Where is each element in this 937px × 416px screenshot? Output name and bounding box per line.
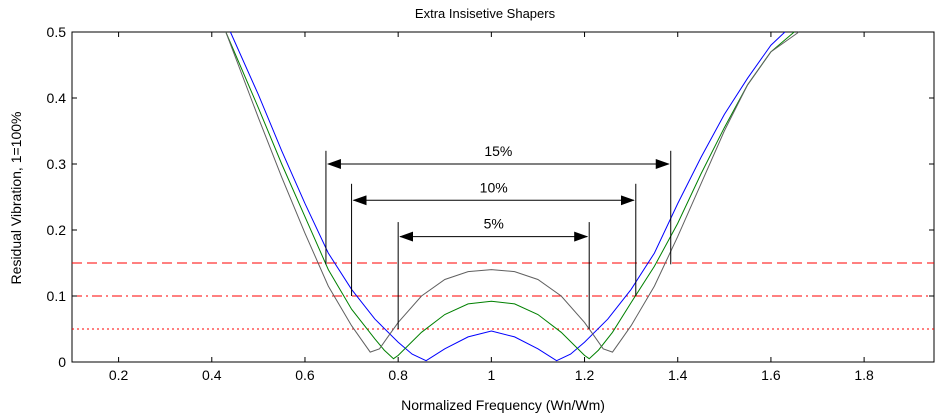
x-tick-label: 0.8 [388, 367, 408, 383]
series-line-1 [229, 31, 786, 362]
x-tick-label: 0.2 [109, 367, 129, 383]
x-axis: 0.2 0.4 0.6 0.8 1 1.2 1.4 1.6 1.8 [109, 32, 874, 383]
annotation-layer: 15% 10% 5% [325, 143, 672, 329]
y-tick-label: 0.3 [47, 156, 67, 172]
series-layer [225, 31, 800, 362]
series-line-3 [225, 31, 800, 353]
bandwidth-label: 5% [484, 216, 504, 232]
y-tick-label: 0.2 [47, 222, 67, 238]
y-tick-label: 0 [58, 354, 66, 370]
y-tick-label: 0.1 [47, 288, 67, 304]
chart-title: Extra Insisetive Shapers [415, 6, 556, 21]
x-tick-label: 1.8 [854, 367, 874, 383]
plot-area [71, 31, 935, 363]
y-tick-label: 0.4 [47, 90, 67, 106]
series-line-2 [225, 31, 795, 360]
x-tick-label: 1.6 [761, 367, 781, 383]
x-tick-label: 1 [487, 367, 495, 383]
x-tick-label: 0.6 [295, 367, 315, 383]
y-axis: 0 0.1 0.2 0.3 0.4 0.5 [47, 24, 934, 370]
x-tick-label: 1.2 [575, 367, 595, 383]
x-tick-label: 1.4 [668, 367, 688, 383]
bandwidth-label: 15% [484, 143, 512, 159]
y-axis-label: Residual Vibration, 1=100% [8, 112, 24, 285]
y-tick-label: 0.5 [47, 24, 67, 40]
x-axis-label: Normalized Frequency (Wn/Wm) [401, 397, 605, 413]
bandwidth-label: 10% [480, 179, 508, 195]
x-tick-label: 0.4 [202, 367, 222, 383]
reference-lines [72, 262, 934, 330]
